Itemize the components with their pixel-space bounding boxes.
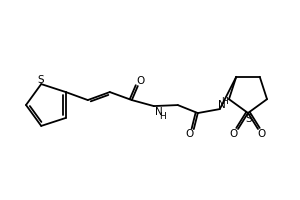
Text: O: O bbox=[186, 129, 194, 139]
Text: O: O bbox=[230, 129, 238, 139]
Text: O: O bbox=[137, 76, 145, 86]
Text: S: S bbox=[246, 114, 252, 124]
Text: N: N bbox=[155, 107, 163, 117]
Text: H: H bbox=[159, 112, 166, 121]
Text: N: N bbox=[218, 100, 226, 110]
Text: S: S bbox=[37, 75, 44, 85]
Text: O: O bbox=[258, 129, 266, 139]
Text: H: H bbox=[221, 97, 227, 106]
